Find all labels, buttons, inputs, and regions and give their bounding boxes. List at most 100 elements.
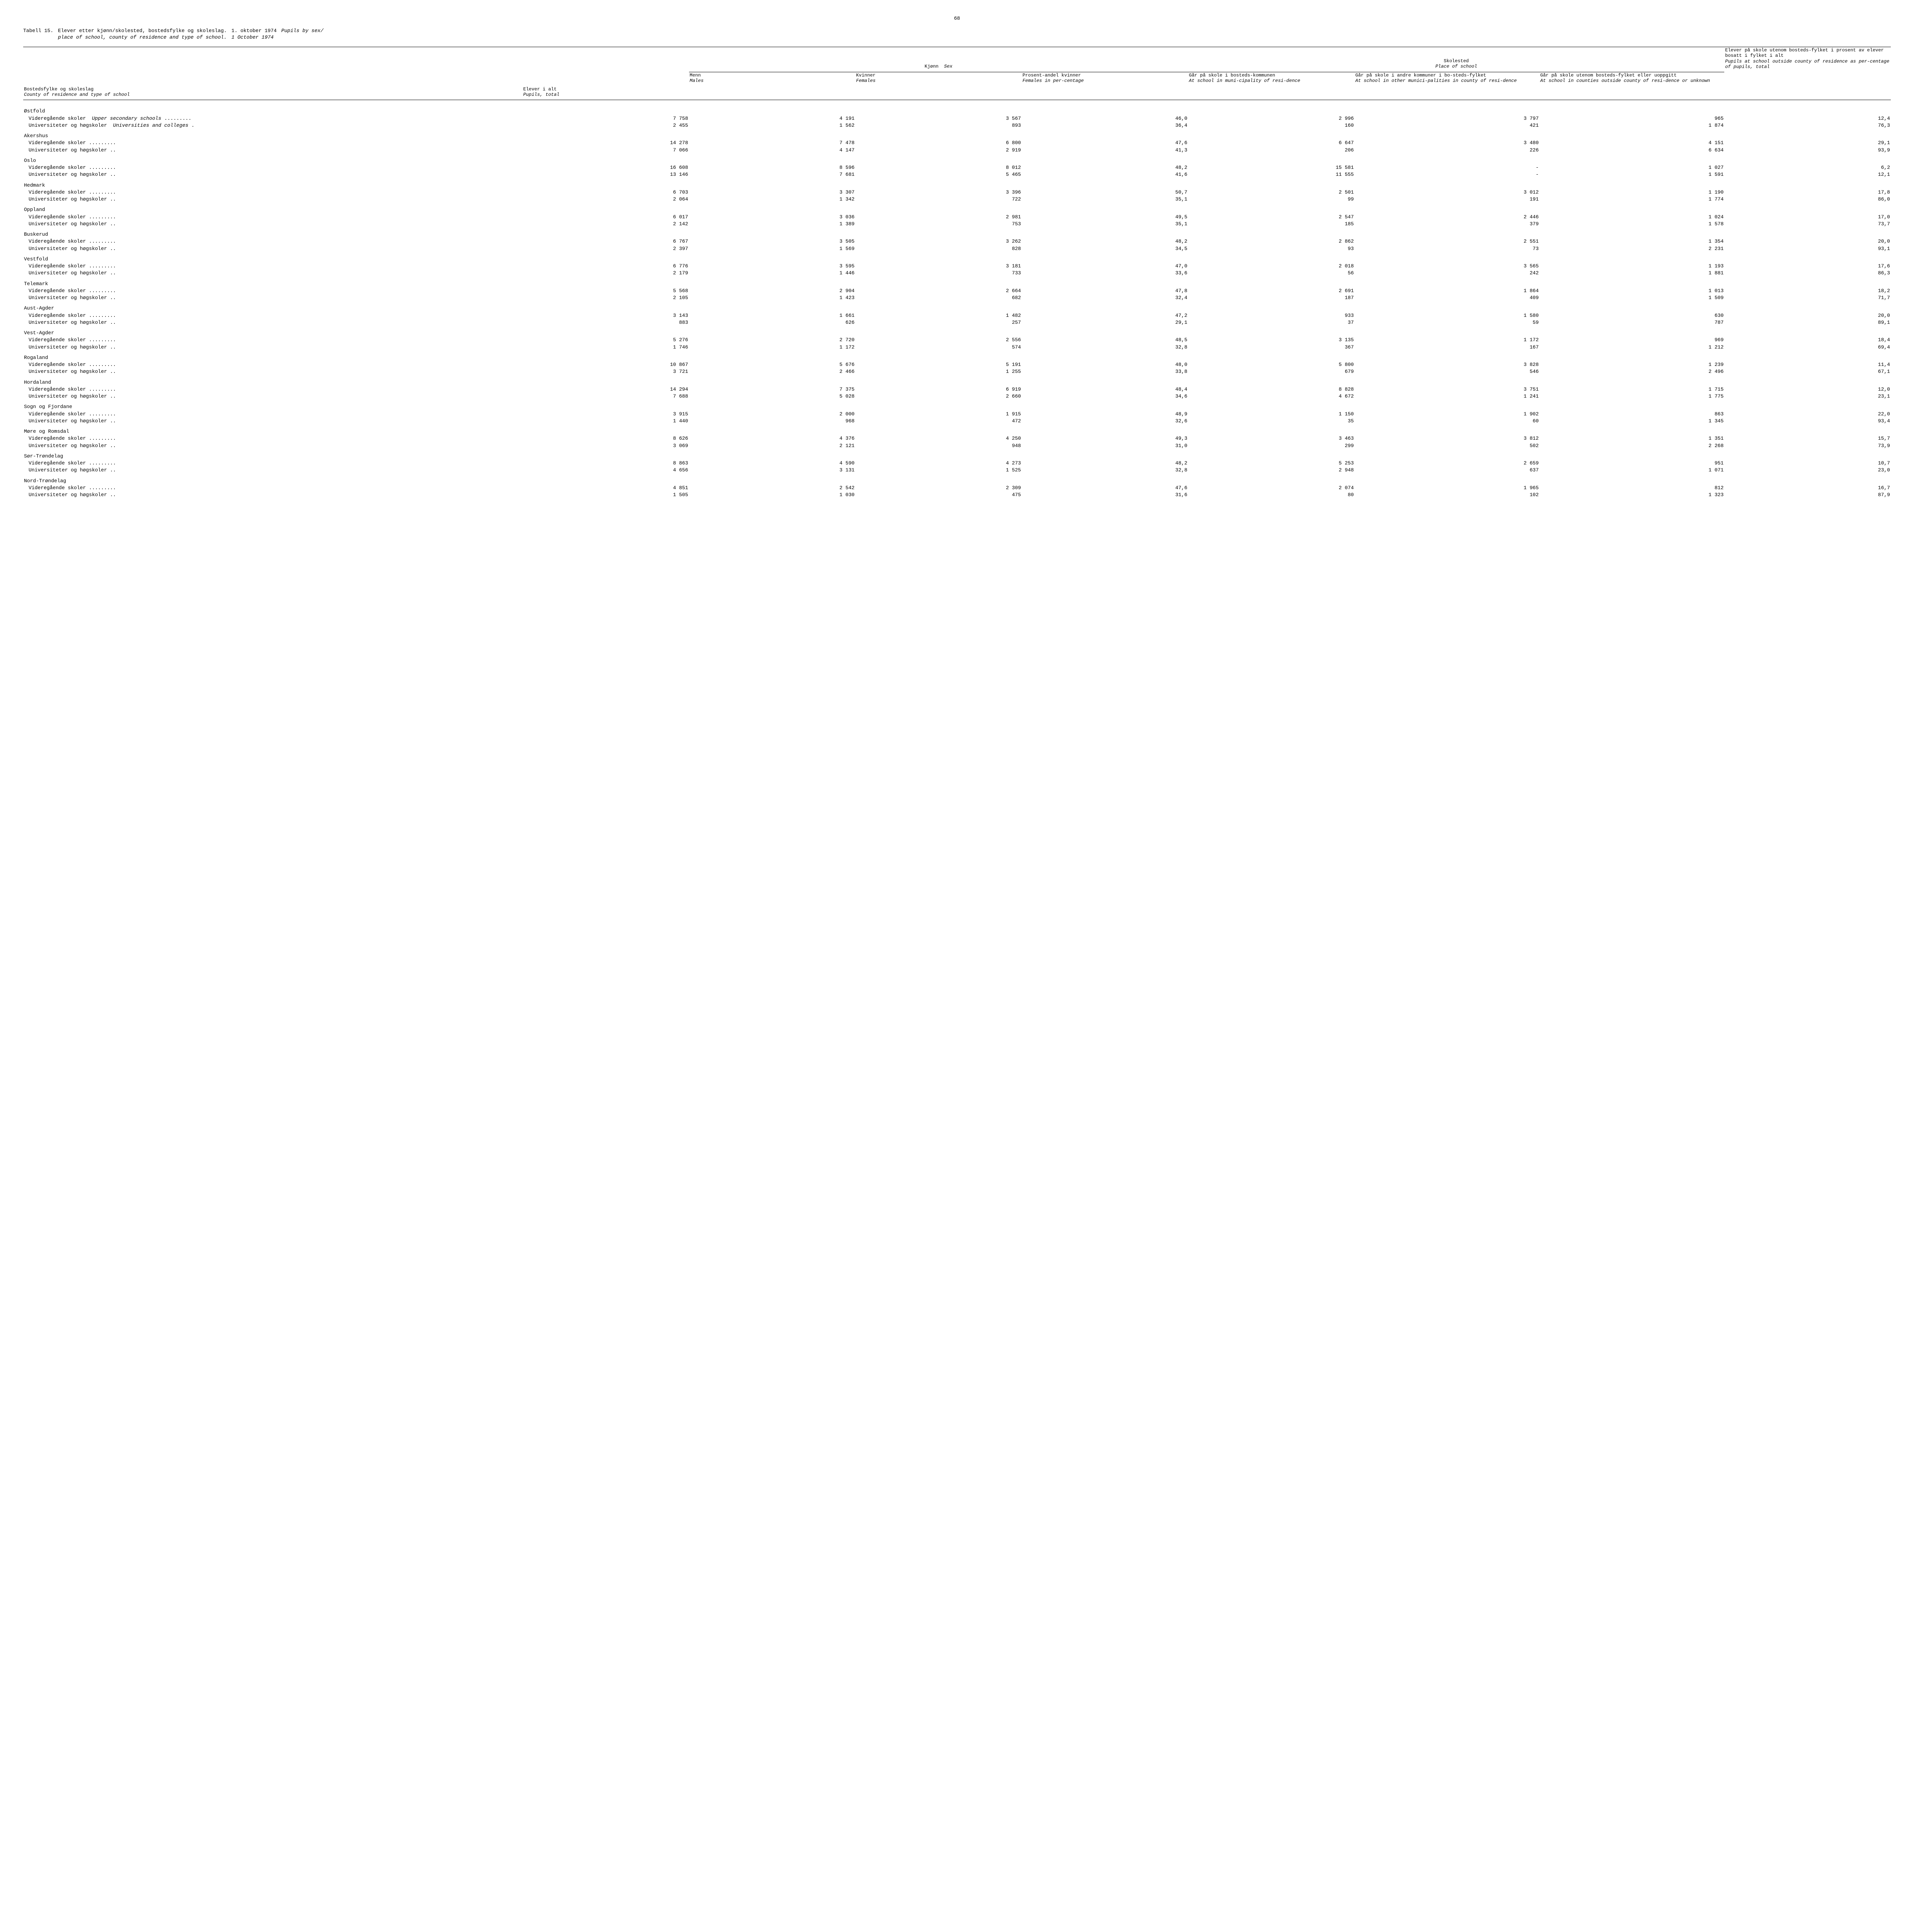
cell-out: 787 [1540,319,1725,326]
row-label: Videregående skoler ......... [23,460,522,467]
table-row: Universiteter og høgskoler ..1 440968472… [23,418,1891,425]
cell-muni: 160 [1188,122,1355,129]
row-label: Universiteter og høgskoler .. [23,245,522,252]
cell-muni: 185 [1188,221,1355,228]
page-number: 68 [23,15,1891,22]
cell-f: 2 919 [855,147,1022,154]
cell-muni: 4 672 [1188,393,1355,400]
header-females-en: Females [856,78,875,83]
cell-m: 1 446 [689,270,856,277]
cell-total: 4 656 [522,467,689,474]
row-label: Videregående skoler ......... [23,263,522,270]
cell-total: 3 915 [522,411,689,418]
cell-out: 1 027 [1540,164,1725,171]
table-row: Videregående skoler .........14 2787 478… [23,139,1891,146]
cell-out: 630 [1540,312,1725,319]
table-row: Videregående skoler .........6 7673 5053… [23,238,1891,245]
county-name: Hedmark [23,179,1891,189]
cell-total: 16 608 [522,164,689,171]
cell-pct: 49,3 [1022,435,1188,442]
cell-total: 6 017 [522,214,689,221]
header-males-en: Males [690,78,704,83]
cell-muni: 11 555 [1188,171,1355,178]
cell-total: 13 146 [522,171,689,178]
county-row: Rogaland [23,351,1891,361]
cell-total: 883 [522,319,689,326]
cell-total: 1 440 [522,418,689,425]
cell-m: 4 376 [689,435,856,442]
cell-pct: 48,4 [1022,386,1188,393]
row-label: Universiteter og høgskoler .. [23,294,522,301]
county-name: Vestfold [23,252,1891,263]
cell-outpct: 73,9 [1724,442,1891,449]
cell-total: 2 105 [522,294,689,301]
row-label: Universiteter og høgskoler .. [23,344,522,351]
cell-total: 14 278 [522,139,689,146]
cell-f: 2 981 [855,214,1022,221]
cell-total: 14 294 [522,386,689,393]
cell-total: 3 143 [522,312,689,319]
header-label-en: County of residence and type of school [24,92,130,97]
cell-out: 965 [1540,115,1725,122]
cell-f: 1 915 [855,411,1022,418]
cell-out: 1 881 [1540,270,1725,277]
cell-m: 1 661 [689,312,856,319]
table-row: Videregående skoler .........3 9152 0001… [23,411,1891,418]
cell-other: 59 [1354,319,1540,326]
table-row: Universiteter og høgskoler ..1 7461 1725… [23,344,1891,351]
row-label: Videregående skoler ......... [23,435,522,442]
row-label: Universiteter og høgskoler .. [23,196,522,203]
table-row: Universiteter og høgskoler ..2 1421 3897… [23,221,1891,228]
cell-pct: 48,0 [1022,361,1188,368]
cell-muni: 56 [1188,270,1355,277]
cell-pct: 48,5 [1022,337,1188,344]
cell-muni: 80 [1188,492,1355,498]
county-row: Vest-Agder [23,326,1891,337]
row-label: Universiteter og høgskoler .. [23,368,522,375]
cell-m: 3 307 [689,189,856,196]
subtitle-english: Pupils by sex/ [281,28,323,34]
cell-muni: 299 [1188,442,1355,449]
cell-pct: 48,2 [1022,164,1188,171]
cell-outpct: 23,0 [1724,467,1891,474]
row-label: Videregående skoler ......... [23,189,522,196]
cell-out: 1 509 [1540,294,1725,301]
cell-muni: 2 074 [1188,485,1355,492]
cell-outpct: 29,1 [1724,139,1891,146]
cell-other: 73 [1354,245,1540,252]
cell-f: 3 181 [855,263,1022,270]
header-sex-no: Kjønn [925,64,939,69]
cell-other: 637 [1354,467,1540,474]
cell-pct: 36,4 [1022,122,1188,129]
cell-pct: 47,2 [1022,312,1188,319]
cell-m: 2 542 [689,485,856,492]
cell-out: 1 715 [1540,386,1725,393]
cell-f: 722 [855,196,1022,203]
county-name: Akershus [23,129,1891,139]
table-row: Universiteter og høgskoler ..2 0641 3427… [23,196,1891,203]
cell-other: 167 [1354,344,1540,351]
cell-muni: 8 828 [1188,386,1355,393]
table-row: Universiteter og høgskoler ..7 0664 1472… [23,147,1891,154]
cell-pct: 32,6 [1022,418,1188,425]
table-row: Videregående skoler .........8 6264 3764… [23,435,1891,442]
table-row: Videregående skoler .........6 0173 0362… [23,214,1891,221]
cell-outpct: 20,0 [1724,312,1891,319]
cell-muni: 2 996 [1188,115,1355,122]
table-row: Universiteter og høgskoler ..3 7212 4661… [23,368,1891,375]
cell-outpct: 6,2 [1724,164,1891,171]
row-label: Universiteter og høgskoler .. [23,393,522,400]
header-out-en: At school in counties outside county of … [1540,78,1710,83]
cell-out: 1 591 [1540,171,1725,178]
cell-pct: 48,9 [1022,411,1188,418]
county-row: Akershus [23,129,1891,139]
header-males-no: Menn [690,73,701,78]
cell-pct: 47,0 [1022,263,1188,270]
date-norwegian: 1. oktober 1974 [231,28,277,34]
cell-pct: 35,1 [1022,221,1188,228]
cell-other: 3 751 [1354,386,1540,393]
cell-other: - [1354,171,1540,178]
table-row: Universiteter og høgskoler ..4 6563 1311… [23,467,1891,474]
data-table: Kjønn Sex SkolestedPlace of school Eleve… [23,47,1891,499]
cell-m: 1 423 [689,294,856,301]
